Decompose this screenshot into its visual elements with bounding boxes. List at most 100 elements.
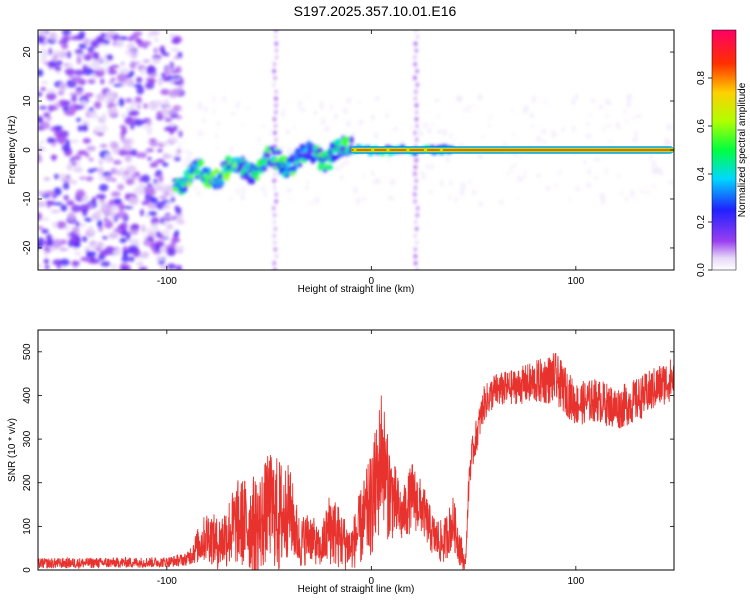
noise-blob — [58, 83, 66, 90]
snr-y-label: SNR (10 * v/v) — [7, 418, 18, 482]
noise-blob — [113, 198, 122, 204]
signal-blob — [343, 141, 348, 147]
noise-blob — [64, 68, 76, 76]
haze-blob — [430, 122, 434, 126]
tone-dot — [439, 148, 443, 152]
noise-blob — [66, 200, 75, 206]
noise-blob — [148, 64, 155, 71]
noise-blob — [59, 258, 70, 266]
noise-blob — [145, 148, 154, 153]
haze-blob — [487, 123, 491, 129]
haze-blob — [229, 146, 233, 154]
noise-blob — [48, 48, 53, 55]
haze-blob — [260, 124, 266, 128]
haze-blob — [286, 101, 289, 105]
noise-blob — [115, 39, 125, 48]
snr-y-tick-label: 500 — [22, 343, 33, 360]
noise-blob — [161, 49, 166, 55]
haze-blob — [188, 151, 194, 157]
tone-dot — [371, 148, 375, 152]
noise-blob — [40, 139, 45, 144]
noise-blob — [125, 50, 130, 55]
noise-blob — [132, 83, 143, 88]
haze-blob — [430, 163, 434, 171]
haze-blob — [478, 155, 483, 161]
haze-blob — [589, 112, 592, 118]
noise-blob — [164, 118, 173, 122]
haze-blob — [542, 139, 547, 144]
haze-blob — [639, 189, 644, 193]
haze-blob — [605, 114, 610, 118]
haze-blob — [235, 187, 240, 195]
snr-panel: -100 0 100 0 100 200 300 400 500 Height of stra… — [7, 329, 675, 595]
haze-blob — [192, 186, 198, 190]
haze-blob — [444, 156, 451, 163]
streak-segment — [274, 199, 278, 204]
snr-x-tick-label: 100 — [567, 576, 584, 587]
streak-segment — [274, 96, 278, 101]
noise-blob — [75, 189, 86, 198]
haze-blob — [667, 141, 673, 145]
noise-blob — [94, 68, 105, 78]
haze-blob — [185, 155, 191, 163]
streak-segment — [272, 260, 276, 266]
haze-blob — [455, 197, 458, 201]
noise-blob — [148, 211, 158, 217]
noise-blob — [90, 243, 98, 250]
streak-segment — [273, 185, 277, 190]
spectrogram-x-tick-label: -100 — [157, 276, 177, 287]
spectrogram-x-tick-label: 0 — [369, 276, 375, 287]
noise-blob — [121, 126, 127, 135]
noise-blob — [73, 154, 82, 161]
haze-blob — [285, 129, 291, 135]
noise-blob — [56, 134, 67, 144]
streak-segment — [273, 267, 277, 270]
haze-blob — [377, 178, 382, 184]
noise-blob — [135, 76, 143, 84]
streak-segment — [272, 178, 276, 184]
streak-segment — [273, 123, 278, 129]
signal-blob — [194, 175, 200, 180]
noise-blob — [47, 60, 58, 68]
noise-blob — [93, 101, 102, 109]
noise-blob — [101, 236, 108, 240]
noise-blob — [138, 266, 148, 270]
haze-blob — [372, 179, 378, 185]
noise-blob — [107, 103, 117, 107]
streak-segment — [272, 212, 277, 218]
signal-blob — [349, 136, 354, 144]
streak-segment — [272, 82, 276, 88]
signal-blob — [336, 138, 342, 144]
haze-blob — [498, 199, 504, 206]
noise-blob — [38, 190, 47, 196]
noise-blob — [118, 149, 128, 156]
streak-segment — [274, 48, 279, 53]
spectrogram-x-label: Height of straight line (km) — [298, 284, 415, 295]
noise-blob — [145, 81, 155, 90]
haze-blob — [289, 198, 293, 201]
haze-blob — [505, 172, 509, 176]
noise-blob — [66, 178, 73, 183]
noise-blob — [161, 199, 170, 204]
noise-blob — [150, 197, 159, 204]
noise-blob — [154, 187, 165, 192]
noise-blob — [160, 88, 170, 96]
noise-blob — [104, 98, 110, 106]
colorbar-label: Normalized spectral amplitude — [737, 82, 748, 217]
streak-segment — [414, 48, 418, 53]
drifting-signal — [172, 135, 455, 195]
haze-blob — [585, 133, 592, 139]
streak-segment — [273, 130, 277, 136]
noise-blob — [79, 204, 90, 213]
streak-segment — [273, 75, 277, 81]
haze-blob — [268, 131, 271, 136]
noise-blob — [121, 138, 132, 145]
noise-blob — [120, 61, 125, 66]
haze-blob — [535, 136, 542, 143]
noise-blob — [142, 125, 152, 129]
noise-blob — [159, 265, 169, 269]
colorbar-tick-label: 0.0 — [696, 263, 707, 277]
streak-segment — [413, 164, 418, 170]
noise-blob — [39, 57, 48, 64]
noise-blob — [74, 251, 82, 257]
